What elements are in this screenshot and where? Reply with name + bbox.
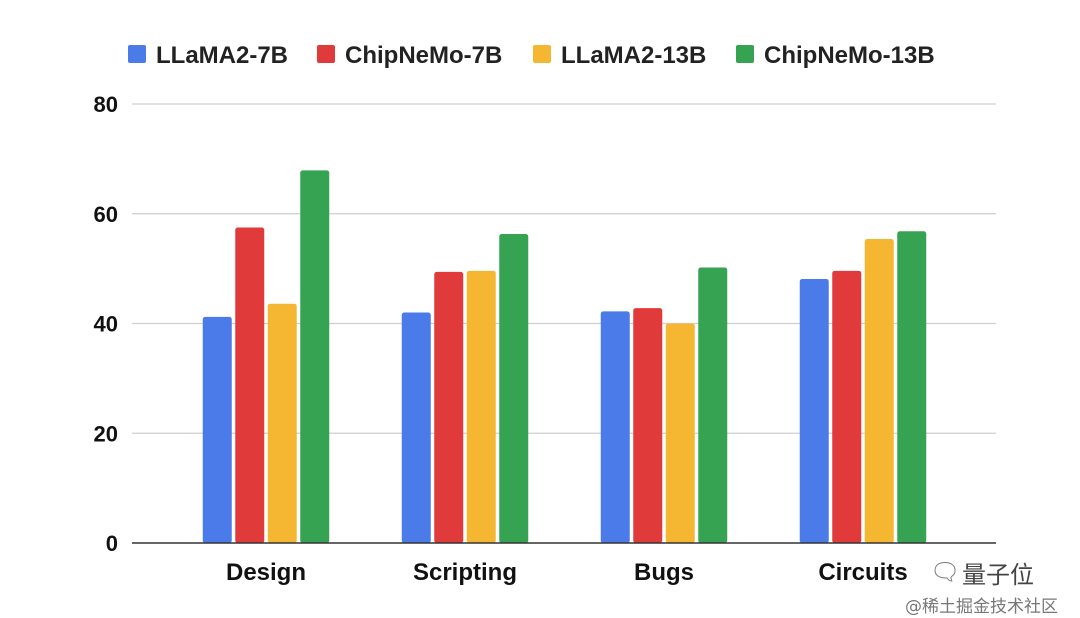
- watermark-main: 量子位: [962, 561, 1034, 589]
- legend-swatch: [128, 45, 146, 63]
- category-label: Design: [226, 559, 306, 586]
- category-label: Bugs: [634, 559, 694, 586]
- bar-llama2-13b-circuits: [864, 238, 894, 543]
- bar-chipnemo-7b-circuits: [832, 270, 862, 543]
- wechat-icon: 🗨: [930, 558, 961, 586]
- y-axis-ticks: 0 20 40 60 80: [94, 92, 118, 556]
- y-tick-label: 80: [94, 92, 118, 117]
- bar-llama2-7b-bugs: [600, 311, 630, 543]
- bar-chipnemo-13b-circuits: [897, 231, 927, 543]
- bar-llama2-13b-scripting: [466, 270, 496, 543]
- y-tick-label: 40: [94, 312, 118, 337]
- bar-chipnemo-7b-bugs: [633, 308, 663, 543]
- bar-chipnemo-13b-bugs: [698, 267, 728, 543]
- bar-chipnemo-13b-design: [300, 170, 330, 543]
- legend-label: ChipNeMo-13B: [764, 42, 935, 69]
- bar-llama2-13b-bugs: [665, 323, 695, 543]
- bar-chipnemo-13b-scripting: [499, 234, 529, 543]
- legend-label: LLaMA2-13B: [561, 42, 706, 69]
- bar-chipnemo-7b-design: [235, 227, 265, 543]
- bar-llama2-7b-design: [202, 316, 232, 543]
- bar-llama2-7b-circuits: [799, 279, 829, 543]
- y-tick-label: 60: [94, 202, 118, 227]
- legend: LLaMA2-7B ChipNeMo-7B LLaMA2-13B ChipNeMo-1…: [128, 42, 935, 69]
- legend-label: ChipNeMo-7B: [345, 42, 502, 69]
- legend-swatch: [317, 45, 335, 63]
- category-label: Scripting: [413, 559, 517, 586]
- legend-swatch: [736, 45, 754, 63]
- y-tick-label: 20: [94, 421, 118, 446]
- bar-llama2-13b-design: [267, 303, 297, 543]
- legend-label: LLaMA2-7B: [156, 42, 288, 69]
- legend-swatch: [533, 45, 551, 63]
- bar-llama2-7b-scripting: [401, 312, 431, 543]
- bar-chipnemo-7b-scripting: [434, 271, 464, 543]
- y-tick-label: 0: [106, 531, 118, 556]
- category-labels: Design Scripting Bugs Circuits: [226, 559, 908, 586]
- bars: [202, 170, 927, 543]
- category-label: Circuits: [818, 559, 907, 586]
- watermark-sub: @稀土掘金技术社区: [905, 597, 1058, 617]
